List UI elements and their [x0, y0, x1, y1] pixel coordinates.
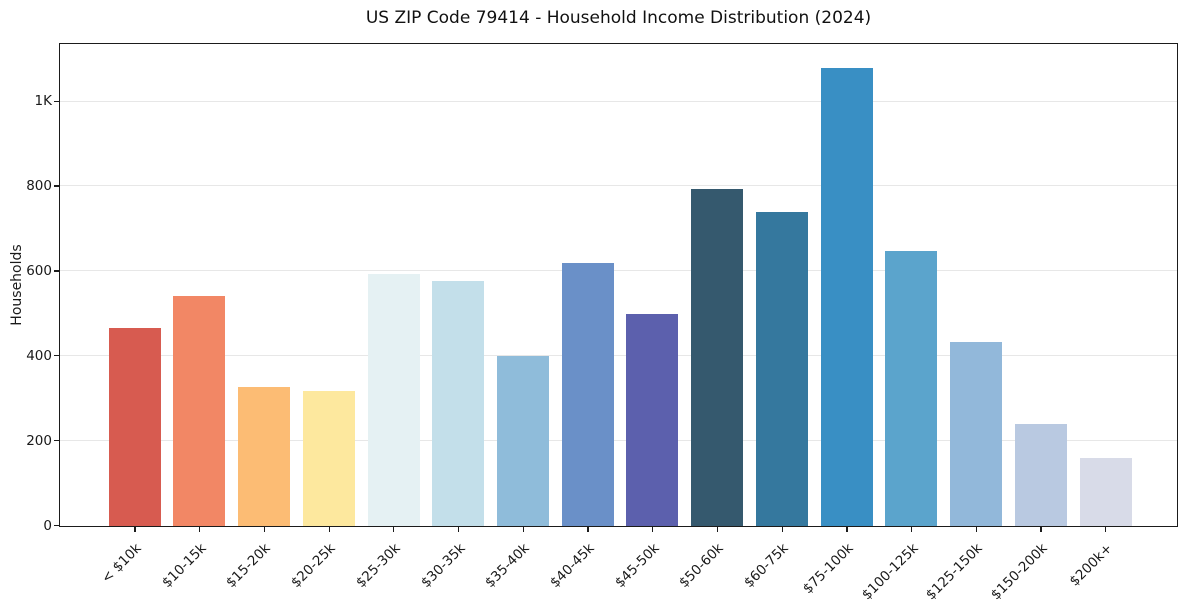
y-tick-mark	[54, 270, 59, 272]
xtick-label-60-75k: $60-75k	[741, 540, 792, 592]
xtick-label-10k: < $10k	[98, 540, 145, 587]
x-tick-mark	[975, 527, 977, 532]
xtick-label-15-20k: $15-20k	[223, 540, 275, 592]
figure: US ZIP Code 79414 - Household Income Dis…	[9, 8, 1178, 603]
xtick-label-45-50k: $45-50k	[611, 540, 663, 592]
bar-200k	[1079, 458, 1132, 526]
x-tick-mark	[846, 527, 848, 532]
bar-35-40k	[497, 356, 550, 526]
x-tick-mark	[587, 527, 589, 532]
ytick-label-0: 0	[43, 517, 52, 534]
xtick-label-25-30k: $25-30k	[352, 540, 404, 592]
xtick-label-150-200k: $150-200k	[987, 540, 1051, 603]
bar-30-35k	[432, 281, 485, 526]
bar-10k	[108, 328, 161, 526]
x-tick-mark	[134, 527, 136, 532]
bar-125-150k	[950, 341, 1003, 526]
gridline-200	[60, 440, 1177, 442]
x-tick-mark	[911, 527, 913, 532]
xtick-label-35-40k: $35-40k	[482, 540, 533, 592]
bar-75-100k	[820, 67, 873, 526]
y-tick-mark	[54, 525, 59, 527]
gridline-800	[60, 185, 1177, 187]
y-tick-mark	[54, 185, 59, 187]
xtick-label-20-25k: $20-25k	[288, 540, 339, 592]
x-tick-mark	[781, 527, 783, 532]
x-tick-mark	[199, 527, 201, 532]
x-tick-mark	[1105, 527, 1107, 532]
xtick-label-50-60k: $50-60k	[676, 540, 728, 592]
gridline-400	[60, 355, 1177, 357]
chart-title: US ZIP Code 79414 - Household Income Dis…	[365, 8, 872, 28]
ytick-label-600: 600	[26, 262, 52, 279]
ytick-label-1K: 1K	[34, 93, 52, 110]
x-tick-mark	[522, 527, 524, 532]
bar-150-200k	[1014, 424, 1067, 526]
gridline-1K	[60, 100, 1177, 102]
bar-40-45k	[561, 262, 614, 526]
xtick-label-200k: $200k+	[1066, 540, 1116, 590]
ytick-label-400: 400	[26, 347, 52, 364]
y-tick-mark	[54, 100, 59, 102]
x-tick-mark	[393, 527, 395, 532]
y-tick-mark	[54, 355, 59, 357]
gridline-600	[60, 270, 1177, 272]
bar-25-30k	[367, 274, 420, 526]
x-tick-mark	[652, 527, 654, 532]
ytick-label-800: 800	[26, 178, 52, 195]
bar-20-25k	[302, 391, 355, 526]
xtick-label-75-100k: $75-100k	[799, 540, 857, 598]
bar-45-50k	[626, 313, 679, 526]
xtick-label-10-15k: $10-15k	[158, 540, 210, 592]
x-tick-mark	[328, 527, 330, 532]
plot-area	[59, 43, 1178, 527]
bar-50-60k	[691, 188, 744, 526]
xtick-label-100-125k: $100-125k	[858, 540, 922, 603]
xtick-label-125-150k: $125-150k	[923, 540, 987, 603]
y-tick-mark	[54, 440, 59, 442]
y-axis-label: Households	[9, 244, 25, 326]
bar-100-125k	[885, 250, 938, 526]
x-tick-mark	[716, 527, 719, 532]
x-tick-mark	[263, 527, 266, 532]
bar-10-15k	[173, 295, 226, 526]
xtick-label-30-35k: $30-35k	[417, 540, 469, 592]
x-tick-mark	[1040, 527, 1042, 532]
bar-60-75k	[755, 211, 808, 526]
ytick-label-200: 200	[26, 432, 52, 449]
x-tick-mark	[458, 527, 460, 532]
bar-15-20k	[238, 386, 291, 526]
xtick-label-40-45k: $40-45k	[547, 540, 598, 592]
